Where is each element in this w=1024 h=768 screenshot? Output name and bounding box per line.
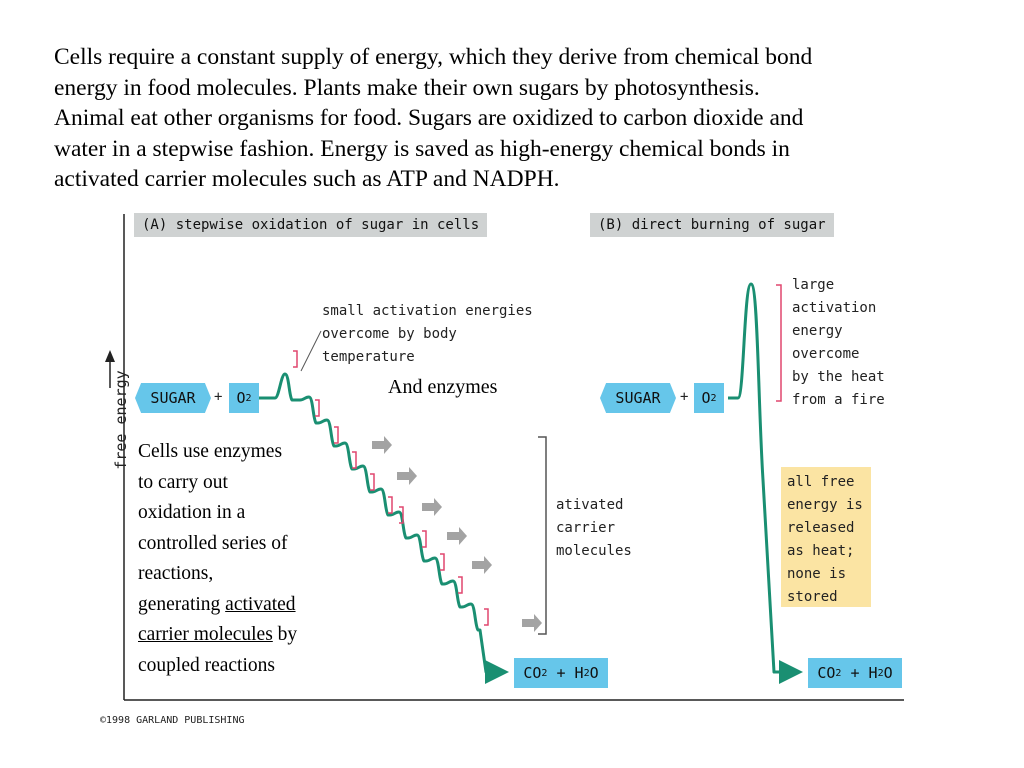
carrier-arrows: [372, 436, 542, 632]
intro-line-3: Animal eat other organisms for food. Sug…: [54, 105, 804, 131]
free-energy-arrow: [105, 350, 115, 388]
panel-b-plus: +: [680, 389, 689, 405]
panel-b-h-sub: 2: [877, 667, 884, 679]
carrier-line-1: ativated: [556, 497, 624, 513]
side-line-4: controlled series of: [138, 532, 288, 554]
side-line-3: oxidation in a: [138, 502, 246, 523]
intro-paragraph: Cells require a constant supply of energ…: [54, 42, 994, 195]
panel-a-plus-h: + H: [547, 664, 584, 682]
panel-a-co-sub: 2: [541, 667, 548, 679]
panel-b-o: O: [883, 664, 893, 682]
panel-a-h-sub: 2: [583, 667, 590, 679]
heat-released-box: all free energy is released as heat; non…: [781, 467, 871, 607]
large-activation-line-5: by the heat: [792, 369, 885, 385]
intro-line-1: Cells require a constant supply of energ…: [54, 44, 813, 70]
side-annotation: Cells use enzymes to carry out oxidation…: [138, 437, 358, 681]
small-activation-line-3: temperature: [322, 349, 415, 365]
side-generating: generating: [138, 593, 226, 615]
side-line-6: generating activated: [138, 590, 358, 621]
intro-line-2: energy in food molecules. Plants make th…: [54, 74, 760, 101]
heat-line-3: released: [787, 520, 855, 536]
small-activation-line-1: small activation energies: [322, 303, 533, 319]
activated-link[interactable]: activated: [225, 593, 296, 615]
carrier-line-3: molecules: [556, 543, 632, 559]
panel-a-oxygen-subscript: 2: [245, 392, 252, 404]
large-activation-note: large activation energy overcome by the …: [792, 274, 885, 412]
carrier-molecules-link[interactable]: carrier molecules: [138, 624, 273, 645]
panel-a-oxygen-symbol: O: [236, 389, 246, 407]
panel-b-oxygen-symbol: O: [701, 389, 711, 407]
intro-line-5: activated carrier molecules such as ATP …: [54, 166, 560, 192]
large-activation-line-3: energy: [792, 323, 843, 339]
panel-b-oxygen-subscript: 2: [710, 392, 717, 404]
panel-b-co-sub: 2: [835, 667, 842, 679]
intro-line-4: water in a stepwise fashion. Energy is s…: [54, 135, 790, 162]
direct-burning-curve: [728, 282, 803, 684]
large-activation-bracket: [776, 284, 782, 402]
heat-line-6: stored: [787, 589, 838, 605]
heat-line-5: none is: [787, 566, 847, 582]
heat-line-1: all free: [787, 474, 855, 490]
panel-b-plus-h: + H: [841, 664, 878, 682]
carrier-bracket: [538, 436, 547, 635]
large-activation-line-2: activation: [792, 300, 877, 316]
panel-b-sugar: SUGAR: [600, 383, 676, 413]
side-line-8: coupled reactions: [138, 654, 275, 676]
small-activation-note: small activation energies overcome by bo…: [322, 300, 533, 369]
heat-line-2: energy is: [787, 497, 863, 513]
side-by: by: [272, 624, 298, 645]
panel-a-plus: +: [214, 389, 223, 405]
copyright-notice: ©1998 GARLAND PUBLISHING: [100, 715, 245, 726]
panel-b-title: (B) direct burning of sugar: [590, 213, 834, 237]
side-line-5: reactions,: [138, 563, 214, 584]
panel-a-co: CO: [523, 664, 542, 682]
large-activation-line-6: from a fire: [792, 392, 885, 408]
panel-b-co: CO: [817, 664, 836, 682]
y-axis-label: free energy: [112, 370, 130, 470]
heat-line-4: as heat;: [787, 543, 855, 559]
stepwise-oxidation-curve: [258, 372, 509, 684]
and-enzymes-annotation: And enzymes: [388, 376, 498, 398]
large-activation-line-4: overcome: [792, 346, 860, 362]
panel-a-title: (A) stepwise oxidation of sugar in cells: [134, 213, 488, 237]
panel-a-o: O: [589, 664, 599, 682]
side-line-2: to carry out: [138, 471, 228, 493]
side-line-7: carrier molecules by: [138, 620, 358, 651]
note-pointer-line: [300, 330, 322, 372]
panel-a-sugar: SUGAR: [135, 383, 211, 413]
carrier-line-2: carrier: [556, 520, 616, 536]
activation-brackets: [293, 350, 489, 626]
carrier-molecules-note: ativated carrier molecules: [556, 494, 632, 563]
large-activation-line-1: large: [792, 277, 835, 293]
side-line-1: Cells use enzymes: [138, 441, 283, 462]
small-activation-line-2: overcome by body: [322, 326, 457, 342]
